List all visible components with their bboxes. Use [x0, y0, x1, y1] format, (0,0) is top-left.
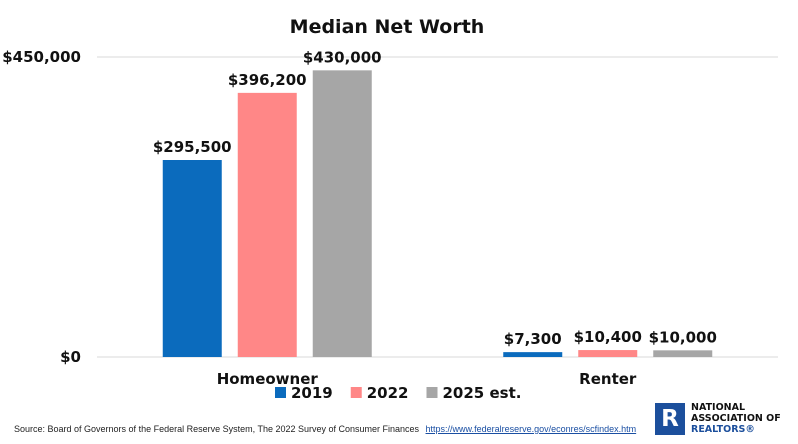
- bar: [162, 160, 222, 357]
- logo-line-2: ASSOCIATION OF: [691, 413, 781, 424]
- bar: [237, 92, 297, 357]
- logo-text: NATIONAL ASSOCIATION OF REALTORS®: [691, 402, 781, 435]
- y-axis: $0 $450,000: [2, 48, 81, 366]
- x-axis: Homeowner Renter: [217, 370, 637, 388]
- nar-logo: R NATIONAL ASSOCIATION OF REALTORS®: [655, 401, 795, 439]
- bars: $295,500 $396,200 $430,000 $7,300 $10,400 $10…: [153, 48, 717, 357]
- source-link[interactable]: https://www.federalreserve.gov/econres/s…: [425, 424, 637, 434]
- bar-chart: Median Net Worth $0 $450,000 $295,500 $396…: [2, 16, 778, 402]
- data-label: $10,400: [574, 328, 642, 346]
- bar: [503, 352, 563, 357]
- logo-mark: R: [655, 403, 685, 435]
- legend-label: 2025 est.: [443, 384, 522, 402]
- bar: [653, 350, 713, 357]
- legend-swatch: [275, 387, 286, 398]
- source-text: Source: Board of Governors of the Federa…: [14, 424, 420, 434]
- logo-line-3: REALTORS®: [691, 424, 755, 435]
- legend-label: 2022: [367, 384, 409, 402]
- data-label: $430,000: [303, 48, 382, 66]
- legend-swatch: [426, 387, 438, 398]
- data-label: $7,300: [504, 330, 562, 348]
- y-tick-label: $0: [60, 348, 81, 366]
- y-tick-label: $450,000: [2, 48, 81, 66]
- chart-title: Median Net Worth: [290, 16, 485, 38]
- x-category-label: Homeowner: [217, 370, 319, 388]
- logo-r-letter: R: [661, 406, 679, 432]
- legend: 2019 2022 2025 est.: [275, 384, 521, 402]
- x-category-label: Renter: [579, 370, 637, 388]
- logo-line-1: NATIONAL: [691, 402, 746, 413]
- legend-swatch: [350, 387, 362, 398]
- source-note: Source: Board of Governors of the Federa…: [14, 424, 636, 434]
- data-label: $295,500: [153, 138, 232, 156]
- data-label: $396,200: [228, 71, 307, 89]
- data-label: $10,000: [649, 328, 717, 346]
- bar: [312, 70, 372, 357]
- legend-label: 2019: [291, 384, 333, 402]
- bar: [578, 350, 638, 357]
